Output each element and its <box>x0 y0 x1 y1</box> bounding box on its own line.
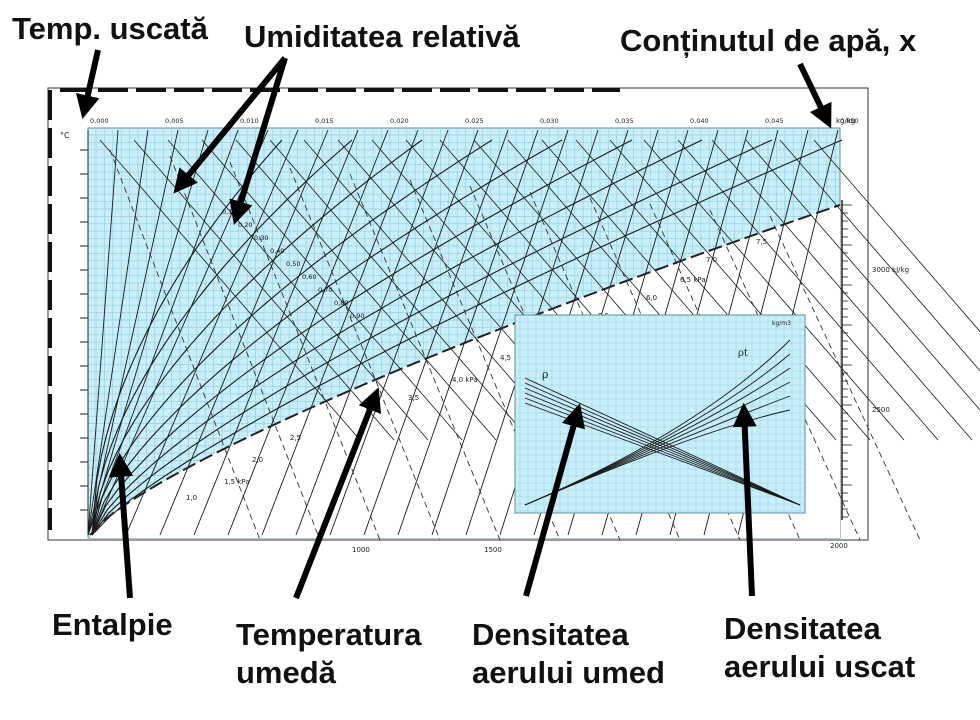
rh-label: 0,60 <box>302 273 316 281</box>
x-tick-label: 0,015 <box>315 117 334 125</box>
x-tick-label: 0,010 <box>240 117 259 125</box>
pressure-label: 7,0 <box>706 256 717 264</box>
pressure-label: 1,5 kPa <box>224 478 250 486</box>
enthalpy-scale-label: 2000 <box>830 542 848 550</box>
pressure-label: 2,5 <box>290 434 301 442</box>
inset-unit-label: kg/m3 <box>772 320 791 327</box>
rh-label: 0,30 <box>254 234 268 242</box>
x-tick-label: 0,030 <box>540 117 559 125</box>
enthalpy-scale-label: 2500 <box>872 406 890 414</box>
callout-enthalpy: Entalpie <box>52 606 173 644</box>
callout-dry-density: Densitatea aerului uscat <box>724 610 915 686</box>
pressure-label: 6,5 kPa <box>680 276 706 284</box>
rh-label: 0,70 <box>318 286 332 294</box>
rh-label: 0,50 <box>286 260 300 268</box>
callout-water-content: Conținutul de apă, x <box>620 22 916 60</box>
enthalpy-scale-label: 3000 kJ/kg <box>872 266 909 274</box>
inset-rho-label: ρ <box>542 368 548 381</box>
rh-label: 0,80 <box>334 299 348 307</box>
pressure-label: 1,0 <box>186 494 197 502</box>
pressure-label: 3,5 <box>408 394 419 402</box>
rh-label: 0,20 <box>238 221 252 229</box>
enthalpy-scale-label: 1500 <box>484 546 502 554</box>
x-tick-label: 0,040 <box>690 117 709 125</box>
callout-wet-temp: Temperatura umedă <box>236 616 422 692</box>
enthalpy-scale-label: 1000 <box>352 546 370 554</box>
pressure-label: 7,5 <box>756 238 767 246</box>
x-unit-label: kg/kg <box>836 117 855 125</box>
rh-label: 0,90 <box>350 312 364 320</box>
pressure-label: 6,0 <box>646 294 657 302</box>
callout-dry-temp: Temp. uscată <box>12 10 208 48</box>
pressure-label: 4,0 kPa <box>452 376 478 384</box>
callout-humid-density: Densitatea aerului umed <box>472 616 665 692</box>
x-tick-label: 0,025 <box>465 117 484 125</box>
t-unit-label: °C <box>60 131 70 140</box>
pressure-label: 2,0 <box>252 456 263 464</box>
x-tick-label: 0,045 <box>765 117 784 125</box>
x-tick-label: 0,005 <box>165 117 184 125</box>
callout-rel-humidity: Umiditatea relativă <box>244 18 520 56</box>
inset-rhot-label: ρt <box>738 348 748 359</box>
x-tick-label: 0,000 <box>90 117 109 125</box>
pressure-label: 4,5 <box>500 354 511 362</box>
rh-label: 0,40 <box>270 247 284 255</box>
x-tick-label: 0,020 <box>390 117 409 125</box>
x-tick-label: 0,035 <box>615 117 634 125</box>
